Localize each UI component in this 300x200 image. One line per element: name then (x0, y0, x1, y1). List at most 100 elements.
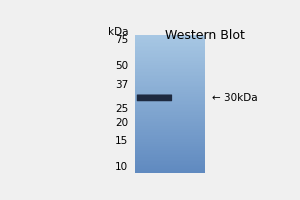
Bar (135, 85, 205, 86)
Bar (135, 162, 205, 164)
Bar (135, 108, 205, 110)
Bar (135, 74, 205, 75)
Bar (135, 130, 205, 132)
Bar (135, 46, 205, 47)
Bar (135, 171, 205, 172)
Bar (135, 78, 205, 79)
Text: 10: 10 (115, 162, 128, 172)
Bar (135, 140, 205, 142)
Text: 15: 15 (115, 136, 128, 146)
Bar (135, 76, 205, 78)
Bar (135, 172, 205, 173)
Bar (135, 100, 205, 101)
Text: 25: 25 (115, 104, 128, 114)
Bar (135, 103, 205, 104)
Bar (135, 144, 205, 146)
Bar (135, 69, 205, 71)
Bar (135, 72, 205, 74)
Bar (135, 97, 205, 99)
Bar (135, 39, 205, 40)
Bar (135, 129, 205, 130)
Bar (135, 81, 205, 82)
Bar (135, 87, 205, 89)
Bar (135, 86, 205, 87)
Bar (135, 60, 205, 61)
Bar (135, 125, 205, 126)
Bar (135, 62, 205, 64)
Bar (135, 35, 205, 36)
Bar (135, 154, 205, 155)
Bar (135, 166, 205, 168)
Bar (135, 53, 205, 54)
Bar (135, 107, 205, 108)
FancyBboxPatch shape (137, 94, 172, 101)
Bar (135, 135, 205, 136)
Bar (135, 153, 205, 154)
Bar (135, 79, 205, 81)
Bar (135, 49, 205, 50)
Text: 75: 75 (115, 35, 128, 45)
Bar (135, 136, 205, 137)
Bar (135, 160, 205, 161)
Bar (135, 133, 205, 135)
Bar (135, 50, 205, 51)
Bar (135, 119, 205, 121)
Bar (135, 161, 205, 162)
Bar (135, 68, 205, 69)
Bar (135, 61, 205, 62)
Bar (135, 40, 205, 42)
Bar (135, 115, 205, 117)
Bar (135, 158, 205, 160)
Bar (135, 101, 205, 103)
Bar (135, 43, 205, 44)
Bar (135, 96, 205, 97)
Bar (135, 143, 205, 144)
Bar (135, 151, 205, 153)
Bar (135, 83, 205, 85)
Bar (135, 42, 205, 43)
Bar (135, 146, 205, 147)
Bar (135, 92, 205, 93)
Bar (135, 44, 205, 46)
Bar (135, 111, 205, 112)
Bar (135, 132, 205, 133)
Bar (135, 82, 205, 83)
Bar (135, 105, 205, 107)
Bar (135, 57, 205, 58)
Bar (135, 94, 205, 96)
Bar (135, 36, 205, 38)
Bar (135, 150, 205, 151)
Text: 20: 20 (115, 118, 128, 128)
Bar (135, 139, 205, 140)
Bar (135, 93, 205, 94)
Bar (135, 117, 205, 118)
Bar (135, 122, 205, 123)
Bar (135, 64, 205, 65)
Bar (135, 99, 205, 100)
Bar (135, 71, 205, 72)
Bar (135, 123, 205, 125)
Bar (135, 56, 205, 57)
Bar (135, 128, 205, 129)
Bar (135, 114, 205, 115)
Bar (135, 47, 205, 49)
Bar (135, 155, 205, 157)
Bar (135, 67, 205, 68)
Bar (135, 58, 205, 60)
Bar (135, 137, 205, 139)
Bar (135, 157, 205, 158)
Bar (135, 104, 205, 105)
Bar (135, 164, 205, 165)
Text: 50: 50 (115, 61, 128, 71)
Bar (135, 121, 205, 122)
Bar (135, 148, 205, 150)
Text: Western Blot: Western Blot (165, 29, 245, 42)
Bar (135, 126, 205, 128)
Bar (135, 110, 205, 111)
Bar (135, 90, 205, 92)
Bar (135, 165, 205, 166)
Text: ← 30kDa: ← 30kDa (212, 93, 257, 103)
Bar (135, 169, 205, 171)
Bar (135, 168, 205, 169)
Bar (135, 38, 205, 39)
